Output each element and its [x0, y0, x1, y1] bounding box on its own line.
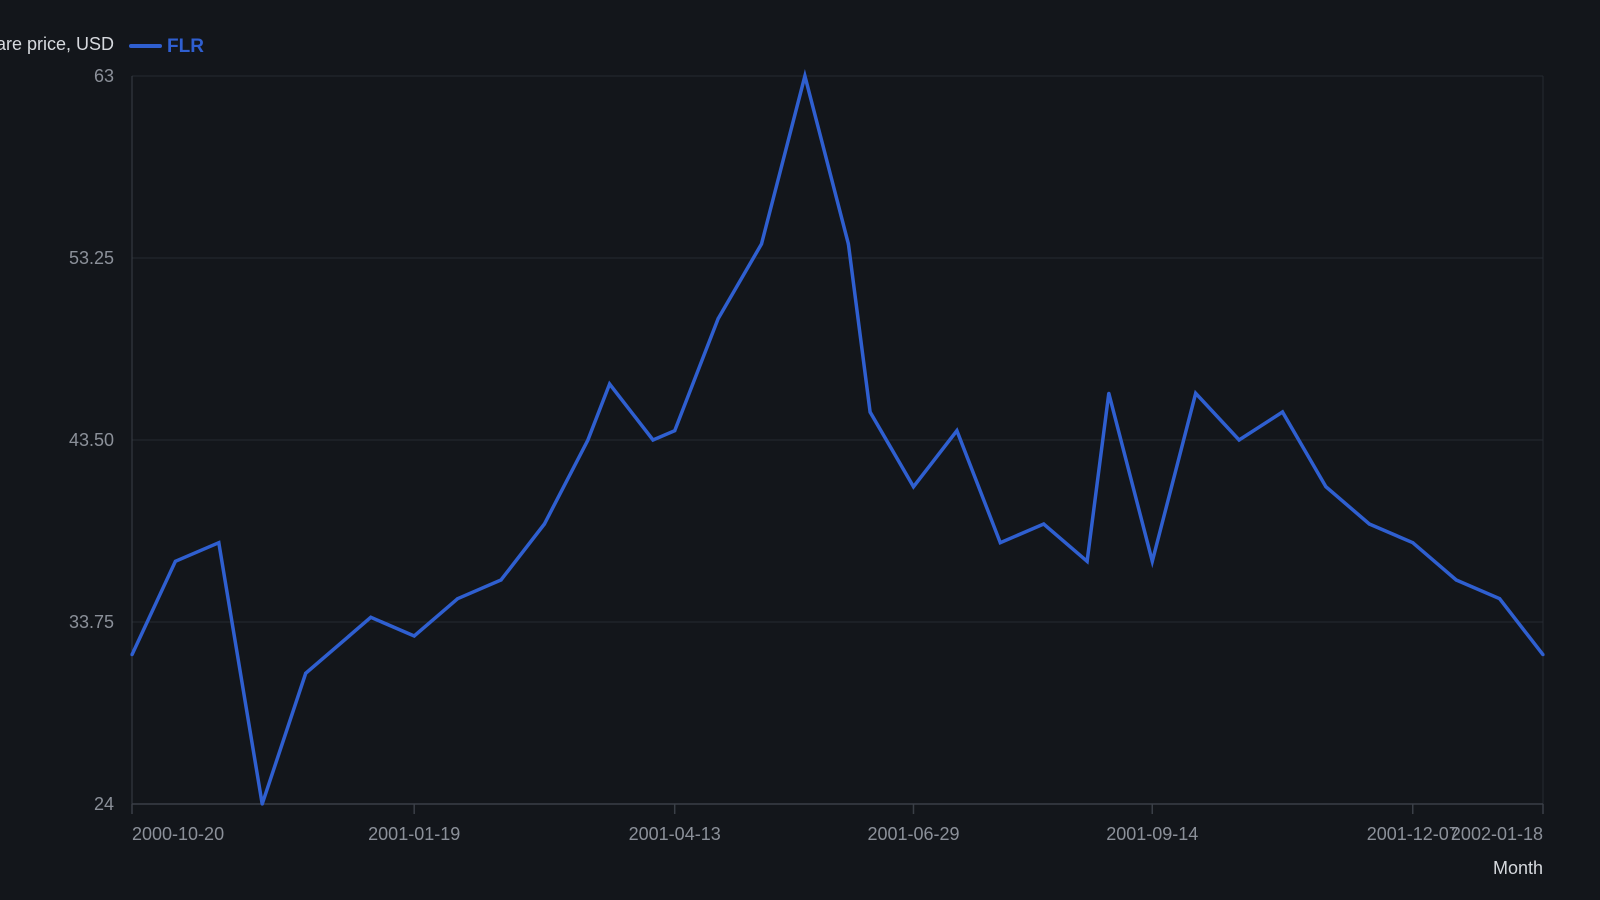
data-point[interactable]: [673, 429, 677, 433]
data-point[interactable]: [1194, 391, 1198, 395]
data-point[interactable]: [1497, 597, 1502, 601]
x-tick-label: 2001-04-13: [629, 824, 721, 844]
x-tick-label: 2000-10-20: [132, 824, 224, 844]
data-point[interactable]: [998, 541, 1002, 545]
data-point[interactable]: [803, 74, 807, 78]
x-tick-label: 2001-01-19: [368, 824, 460, 844]
grid-lines: [132, 75, 1543, 805]
data-point[interactable]: [1324, 485, 1328, 489]
data-point[interactable]: [1367, 522, 1371, 526]
y-axis-title: Share price, USD: [0, 34, 114, 54]
x-tick-label: 2001-06-29: [867, 824, 959, 844]
data-point[interactable]: [260, 802, 264, 806]
data-point[interactable]: [911, 485, 916, 489]
data-point[interactable]: [1280, 410, 1285, 414]
data-point[interactable]: [607, 382, 612, 386]
x-axis-ticks: 2000-10-20 2001-01-19 2001-04-13 2001-06-29…: [131, 804, 1544, 844]
data-point[interactable]: [1085, 559, 1089, 563]
legend-label-flr: FLR: [167, 36, 204, 57]
data-point[interactable]: [868, 410, 872, 414]
data-point[interactable]: [456, 597, 460, 601]
data-point[interactable]: [542, 522, 547, 526]
y-tick-label: 53.25: [69, 248, 114, 268]
data-point[interactable]: [955, 429, 959, 433]
data-point[interactable]: [651, 438, 655, 442]
axes: [131, 76, 1544, 805]
legend[interactable]: FLR: [129, 36, 204, 57]
x-tick-label: 2001-09-14: [1106, 824, 1198, 844]
data-point[interactable]: [1454, 578, 1458, 582]
data-point[interactable]: [1107, 391, 1111, 395]
x-tick-label: 2002-01-18: [1451, 824, 1543, 844]
data-point[interactable]: [1150, 559, 1154, 563]
data-point[interactable]: [1042, 522, 1046, 526]
series-line-flr[interactable]: [130, 69, 1545, 805]
y-tick-label: 33.75: [69, 612, 114, 632]
data-point[interactable]: [586, 438, 590, 442]
x-axis-title: Month: [1493, 858, 1543, 878]
data-point[interactable]: [1237, 438, 1241, 442]
data-point[interactable]: [1411, 541, 1415, 545]
data-point[interactable]: [759, 242, 764, 246]
data-point[interactable]: [347, 634, 351, 638]
data-point[interactable]: [499, 578, 503, 582]
data-point[interactable]: [716, 317, 720, 321]
y-tick-label: 24: [94, 794, 114, 814]
y-tick-label: 63: [94, 66, 114, 86]
data-point[interactable]: [130, 653, 134, 657]
data-point[interactable]: [217, 541, 221, 545]
data-point[interactable]: [846, 242, 850, 246]
y-axis-ticks: 24 33.75 43.50 53.25 63: [69, 66, 114, 814]
data-point[interactable]: [173, 559, 178, 563]
series-lines: [130, 69, 1545, 806]
y-tick-label: 43.50: [69, 430, 114, 450]
data-point[interactable]: [369, 615, 373, 619]
x-tick-label: 2001-12-07: [1367, 824, 1459, 844]
data-point[interactable]: [412, 634, 416, 638]
data-point[interactable]: [1541, 653, 1545, 657]
data-point[interactable]: [304, 671, 308, 675]
